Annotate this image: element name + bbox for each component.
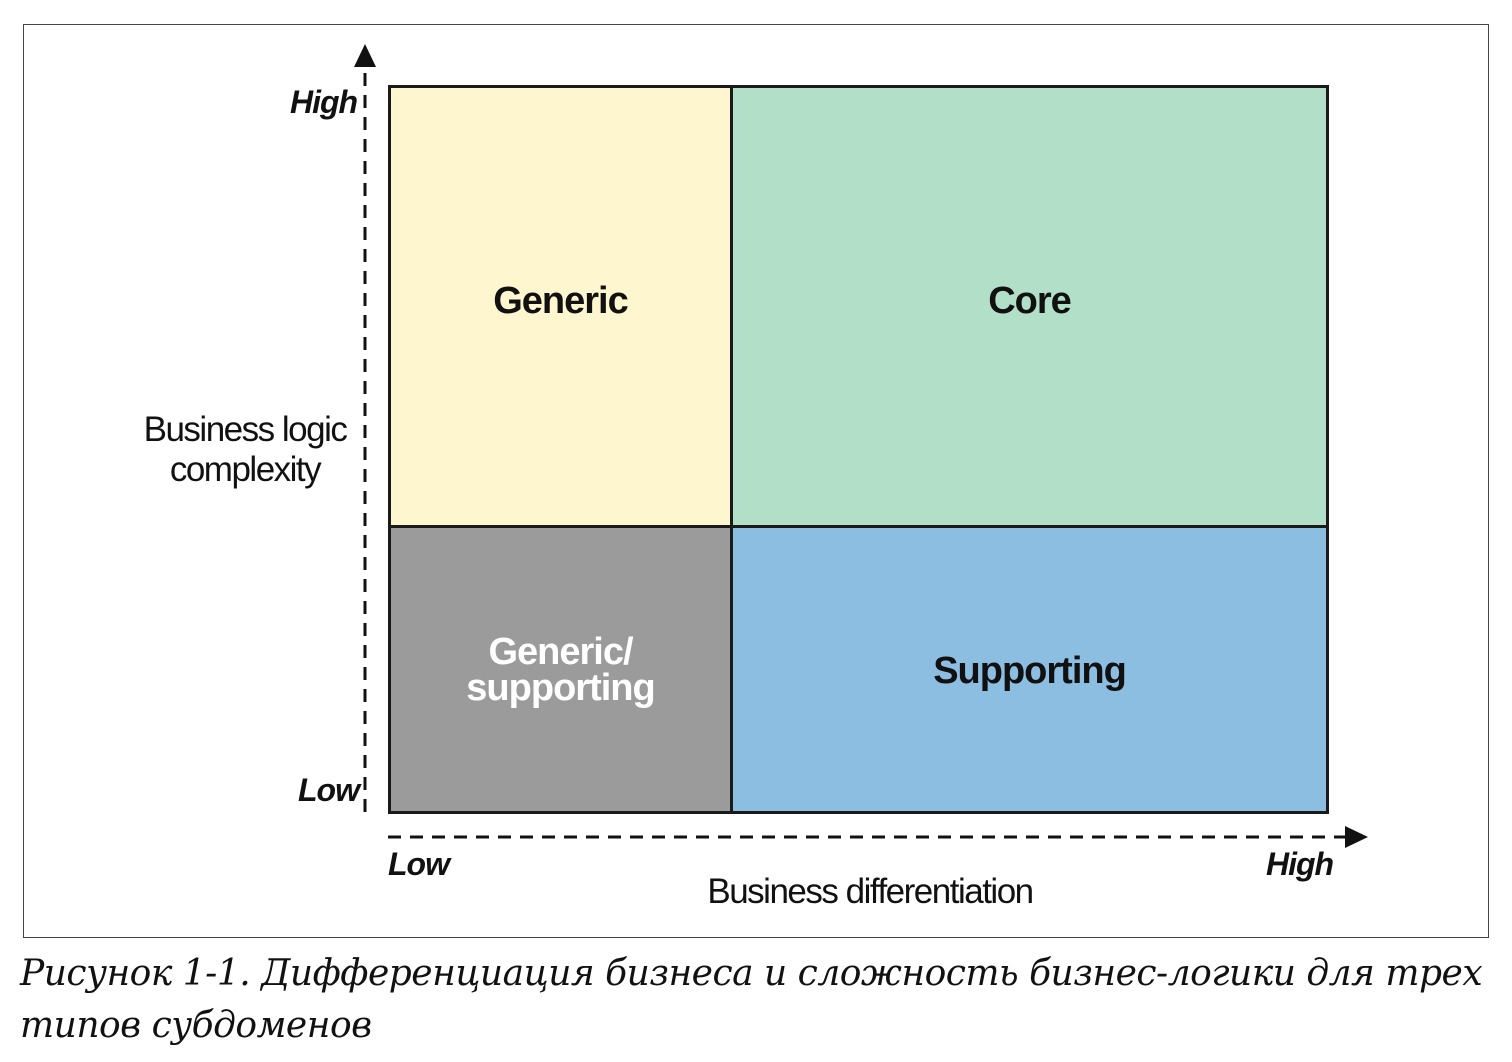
- y-axis-high-label: High: [290, 84, 358, 120]
- x-axis-low-label: Low: [388, 846, 450, 882]
- quadrant-generic: Generic: [388, 85, 733, 528]
- quadrant-generic-label: Generic: [493, 280, 629, 322]
- quadrant-core: Core: [730, 85, 1329, 528]
- x-axis-arrow-icon: [1345, 826, 1368, 848]
- y-axis-title: Business logic complexity: [120, 410, 370, 490]
- x-axis-title: Business differentiation: [707, 872, 1034, 911]
- y-axis-arrow-icon: [354, 44, 376, 67]
- quadrant-core-label: Core: [988, 280, 1072, 322]
- quadrant-generic-supporting-line1: Generic/: [488, 630, 633, 673]
- quadrant-generic-supporting: Generic/ supporting: [388, 525, 733, 814]
- y-axis-low-label: Low: [298, 772, 360, 808]
- quadrant-generic-supporting-label: Generic/ supporting: [466, 630, 655, 709]
- quadrant-supporting: Supporting: [730, 525, 1329, 814]
- y-axis-title-line1: Business logic: [143, 410, 348, 449]
- quadrant-supporting-label: Supporting: [933, 649, 1127, 692]
- figure-caption: Рисунок 1-1. Дифференциация бизнеса и сл…: [20, 953, 1483, 1046]
- x-axis-high-label: High: [1266, 846, 1334, 882]
- quadrant-generic-supporting-line2: supporting: [466, 666, 655, 709]
- y-axis-title-line2: complexity: [169, 450, 322, 489]
